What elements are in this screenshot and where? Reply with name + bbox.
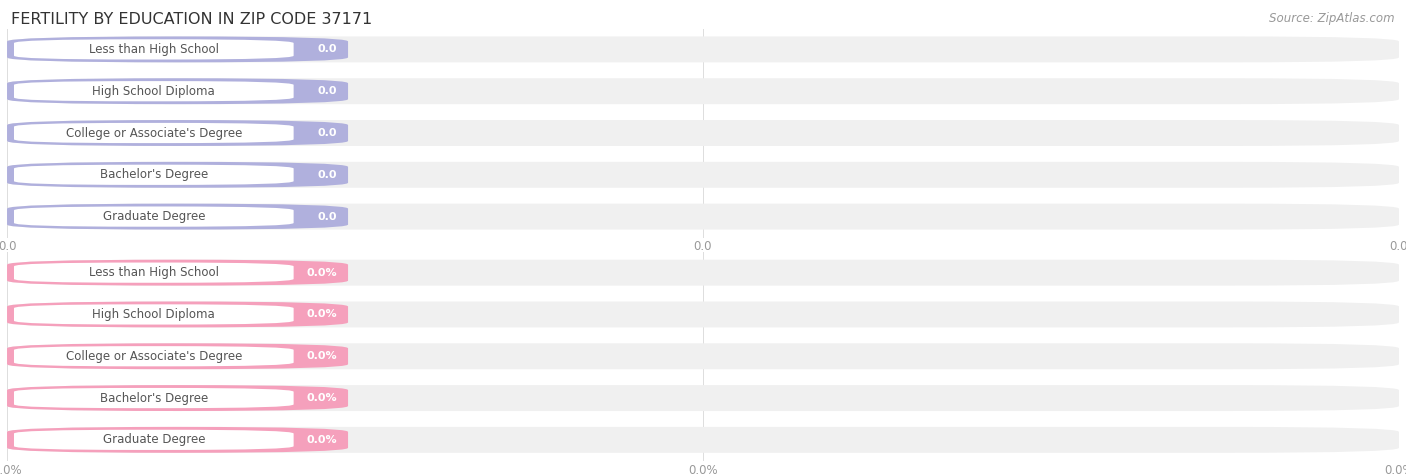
- FancyBboxPatch shape: [14, 165, 294, 185]
- Text: Bachelor's Degree: Bachelor's Degree: [100, 168, 208, 181]
- FancyBboxPatch shape: [14, 304, 294, 324]
- Text: High School Diploma: High School Diploma: [93, 85, 215, 98]
- Text: Graduate Degree: Graduate Degree: [103, 210, 205, 223]
- Text: 0.0: 0.0: [318, 128, 337, 138]
- Text: High School Diploma: High School Diploma: [93, 308, 215, 321]
- FancyBboxPatch shape: [14, 430, 294, 450]
- Text: 0.0%: 0.0%: [307, 435, 337, 445]
- Text: FERTILITY BY EDUCATION IN ZIP CODE 37171: FERTILITY BY EDUCATION IN ZIP CODE 37171: [11, 12, 373, 27]
- FancyBboxPatch shape: [14, 123, 294, 143]
- FancyBboxPatch shape: [7, 204, 349, 229]
- FancyBboxPatch shape: [7, 162, 1399, 188]
- FancyBboxPatch shape: [7, 204, 1399, 229]
- Text: 0.0%: 0.0%: [307, 351, 337, 361]
- FancyBboxPatch shape: [7, 37, 349, 62]
- FancyBboxPatch shape: [7, 385, 349, 411]
- Text: 0.0: 0.0: [318, 86, 337, 96]
- Text: College or Associate's Degree: College or Associate's Degree: [66, 350, 242, 363]
- FancyBboxPatch shape: [7, 343, 1399, 369]
- FancyBboxPatch shape: [7, 162, 349, 188]
- FancyBboxPatch shape: [14, 263, 294, 283]
- Text: Bachelor's Degree: Bachelor's Degree: [100, 391, 208, 405]
- Text: Graduate Degree: Graduate Degree: [103, 433, 205, 446]
- FancyBboxPatch shape: [14, 81, 294, 101]
- Text: College or Associate's Degree: College or Associate's Degree: [66, 126, 242, 140]
- FancyBboxPatch shape: [7, 385, 1399, 411]
- FancyBboxPatch shape: [14, 207, 294, 227]
- Text: 0.0%: 0.0%: [307, 267, 337, 278]
- Text: 0.0%: 0.0%: [307, 309, 337, 320]
- FancyBboxPatch shape: [7, 427, 349, 453]
- FancyBboxPatch shape: [7, 427, 1399, 453]
- FancyBboxPatch shape: [7, 343, 349, 369]
- FancyBboxPatch shape: [7, 302, 349, 327]
- FancyBboxPatch shape: [14, 388, 294, 408]
- Text: 0.0: 0.0: [318, 211, 337, 222]
- FancyBboxPatch shape: [7, 78, 349, 104]
- FancyBboxPatch shape: [7, 78, 1399, 104]
- Text: Less than High School: Less than High School: [89, 43, 219, 56]
- FancyBboxPatch shape: [7, 260, 349, 285]
- Text: 0.0: 0.0: [318, 44, 337, 55]
- Text: 0.0%: 0.0%: [307, 393, 337, 403]
- FancyBboxPatch shape: [7, 120, 349, 146]
- FancyBboxPatch shape: [14, 39, 294, 59]
- Text: 0.0: 0.0: [318, 170, 337, 180]
- FancyBboxPatch shape: [7, 37, 1399, 62]
- Text: Source: ZipAtlas.com: Source: ZipAtlas.com: [1270, 12, 1395, 25]
- FancyBboxPatch shape: [14, 346, 294, 366]
- FancyBboxPatch shape: [7, 302, 1399, 327]
- FancyBboxPatch shape: [7, 260, 1399, 285]
- FancyBboxPatch shape: [7, 120, 1399, 146]
- Text: Less than High School: Less than High School: [89, 266, 219, 279]
